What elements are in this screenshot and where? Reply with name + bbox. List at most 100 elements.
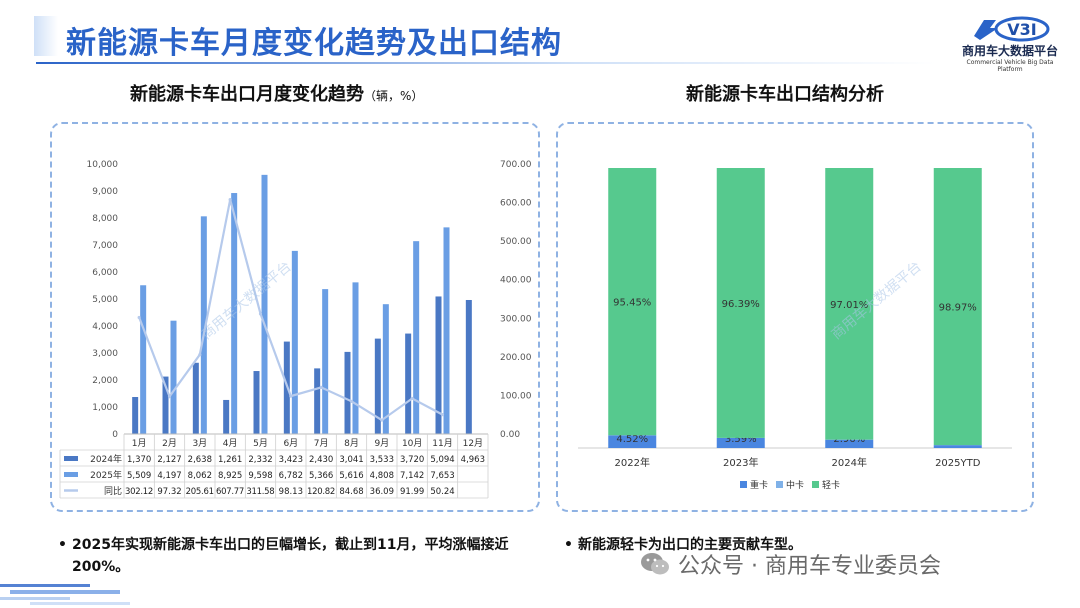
left-chart-title: 新能源卡车出口月度变化趋势（辆，%）	[130, 80, 423, 106]
y-left-tick-label: 4,000	[92, 322, 118, 332]
bar-2025	[200, 216, 207, 434]
stack-segment-轻卡	[608, 168, 657, 436]
left-chart-title-text: 新能源卡车出口月度变化趋势	[130, 84, 364, 105]
data-table-cell: 50.24	[430, 487, 454, 497]
legend-label: 中卡	[786, 479, 804, 491]
logo-ring	[994, 16, 1050, 42]
yoy-point	[289, 394, 293, 398]
legend-label: 轻卡	[822, 479, 840, 491]
data-table-cell: 2,638	[188, 455, 212, 465]
data-table-cell: 5,509	[127, 471, 151, 481]
y-left-tick-label: 10,000	[87, 160, 119, 170]
legend-label: 2024年	[90, 453, 122, 465]
monthly-export-chart: 0 1,000 2,000 3,000 4,000 5,000 6,000 7,000 8,00…	[59, 160, 532, 499]
right-chart-panel: 4.52%0.03%95.45%2022年3.59%0.02%96.39%202…	[556, 122, 1034, 512]
legend-label: 重卡	[750, 479, 768, 491]
y-right-tick-label: 500.00	[500, 237, 532, 247]
data-table-cell: 607.77	[216, 487, 244, 497]
data-table-cell: 84.68	[339, 487, 363, 497]
export-structure-chart: 4.52%0.03%95.45%2022年3.59%0.02%96.39%202…	[578, 168, 1012, 491]
data-label-轻卡: 95.45%	[613, 298, 651, 309]
x-category-label: 2024年	[832, 456, 867, 469]
y-left-tick-label: 8,000	[92, 214, 118, 224]
data-table-cell: 302.12	[125, 487, 153, 497]
stack-segment-轻卡	[716, 168, 765, 438]
y-right-tick-label: 0.00	[500, 430, 520, 440]
wechat-icon	[641, 553, 669, 575]
bar-2025	[140, 285, 147, 434]
data-table-cell: 6,782	[279, 471, 303, 481]
y-left-tick-label: 9,000	[92, 187, 118, 197]
y-right-tick-label: 100.00	[500, 391, 532, 401]
bar-2024	[314, 368, 321, 434]
speed-stripes-decoration	[0, 584, 130, 605]
bar-2025	[170, 320, 177, 434]
legend-swatch-轻卡	[812, 481, 819, 488]
data-table-cell: 3,423	[279, 455, 303, 465]
x-category-label: 10月	[402, 438, 422, 449]
data-table-cell: 5,094	[430, 455, 454, 465]
bar-2024	[162, 376, 169, 434]
y-left-tick-label: 3,000	[92, 349, 118, 359]
title-accent	[34, 16, 58, 56]
right-summary-bullet: 新能源轻卡为出口的主要贡献车型。	[564, 534, 1018, 556]
yoy-point	[137, 315, 141, 320]
data-table-cell: 36.09	[370, 487, 394, 497]
data-table-cell: 98.13	[279, 487, 303, 497]
data-table-cell: 3,533	[370, 455, 394, 465]
title-underline	[36, 62, 936, 64]
x-category-label: 2022年	[615, 456, 650, 469]
data-table-cell: 8,062	[188, 471, 212, 481]
data-table-cell: 3,720	[400, 455, 424, 465]
data-label-轻卡: 98.97%	[939, 303, 977, 314]
left-chart-unit: （辆，%）	[364, 89, 424, 103]
data-label-轻卡: 96.39%	[722, 299, 760, 310]
bar-2024	[223, 399, 230, 434]
bar-2024	[192, 362, 199, 434]
data-table-cell: 7,142	[400, 471, 424, 481]
data-table-cell: 5,366	[309, 471, 333, 481]
data-table-cell: 9,598	[248, 471, 272, 481]
bar-2024	[132, 397, 139, 434]
y-left-tick-label: 1,000	[92, 403, 118, 413]
data-table-cell: 311.58	[246, 487, 274, 497]
page-title: 新能源卡车月度变化趋势及出口结构	[66, 26, 562, 61]
data-table-cell: 1,370	[127, 455, 151, 465]
bar-2025	[231, 193, 238, 434]
bar-2025	[261, 174, 268, 434]
yoy-line	[138, 199, 444, 422]
x-category-label: 8月	[344, 438, 359, 449]
yoy-point	[319, 385, 323, 389]
left-chart-panel: 0 1,000 2,000 3,000 4,000 5,000 6,000 7,000 8,00…	[50, 122, 540, 512]
x-category-label: 11月	[432, 438, 452, 449]
right-chart-title: 新能源卡车出口结构分析	[686, 84, 884, 105]
logo-subtext: Commercial Vehicle Big Data Platform	[966, 59, 1054, 73]
data-table-cell: 205.61	[186, 487, 214, 497]
data-table-cell: 97.32	[157, 487, 181, 497]
title-bar: 新能源卡车月度变化趋势及出口结构	[0, 0, 1080, 70]
bar-2024	[405, 333, 412, 434]
x-category-label: 3月	[192, 438, 207, 449]
legend-label: 同比	[104, 485, 122, 497]
data-table-cell: 4,197	[157, 471, 181, 481]
legend-swatch-中卡	[776, 481, 783, 488]
y-left-tick-label: 5,000	[92, 295, 118, 305]
data-table-cell: 7,653	[430, 471, 454, 481]
yoy-point	[349, 399, 354, 403]
bar-2025	[382, 304, 389, 434]
data-table-cell: 4,963	[461, 455, 485, 465]
data-table-cell: 1,261	[218, 455, 242, 465]
x-category-label: 2023年	[723, 456, 758, 469]
bar-2024	[435, 296, 442, 434]
data-table-cell: 2,332	[248, 455, 272, 465]
bar-2025	[443, 227, 450, 434]
logo-mark-icon: V3I	[974, 16, 1050, 42]
bar-2024	[253, 371, 260, 434]
stack-segment-重卡	[825, 439, 874, 448]
x-category-label: 2月	[162, 438, 177, 449]
y-right-tick-label: 200.00	[500, 353, 532, 363]
yoy-point	[410, 396, 414, 401]
x-category-label: 6月	[283, 438, 298, 449]
footer-source: 公众号 · 商用车专业委员会	[640, 548, 941, 580]
logo-text: 商用车大数据平台	[961, 44, 1058, 58]
